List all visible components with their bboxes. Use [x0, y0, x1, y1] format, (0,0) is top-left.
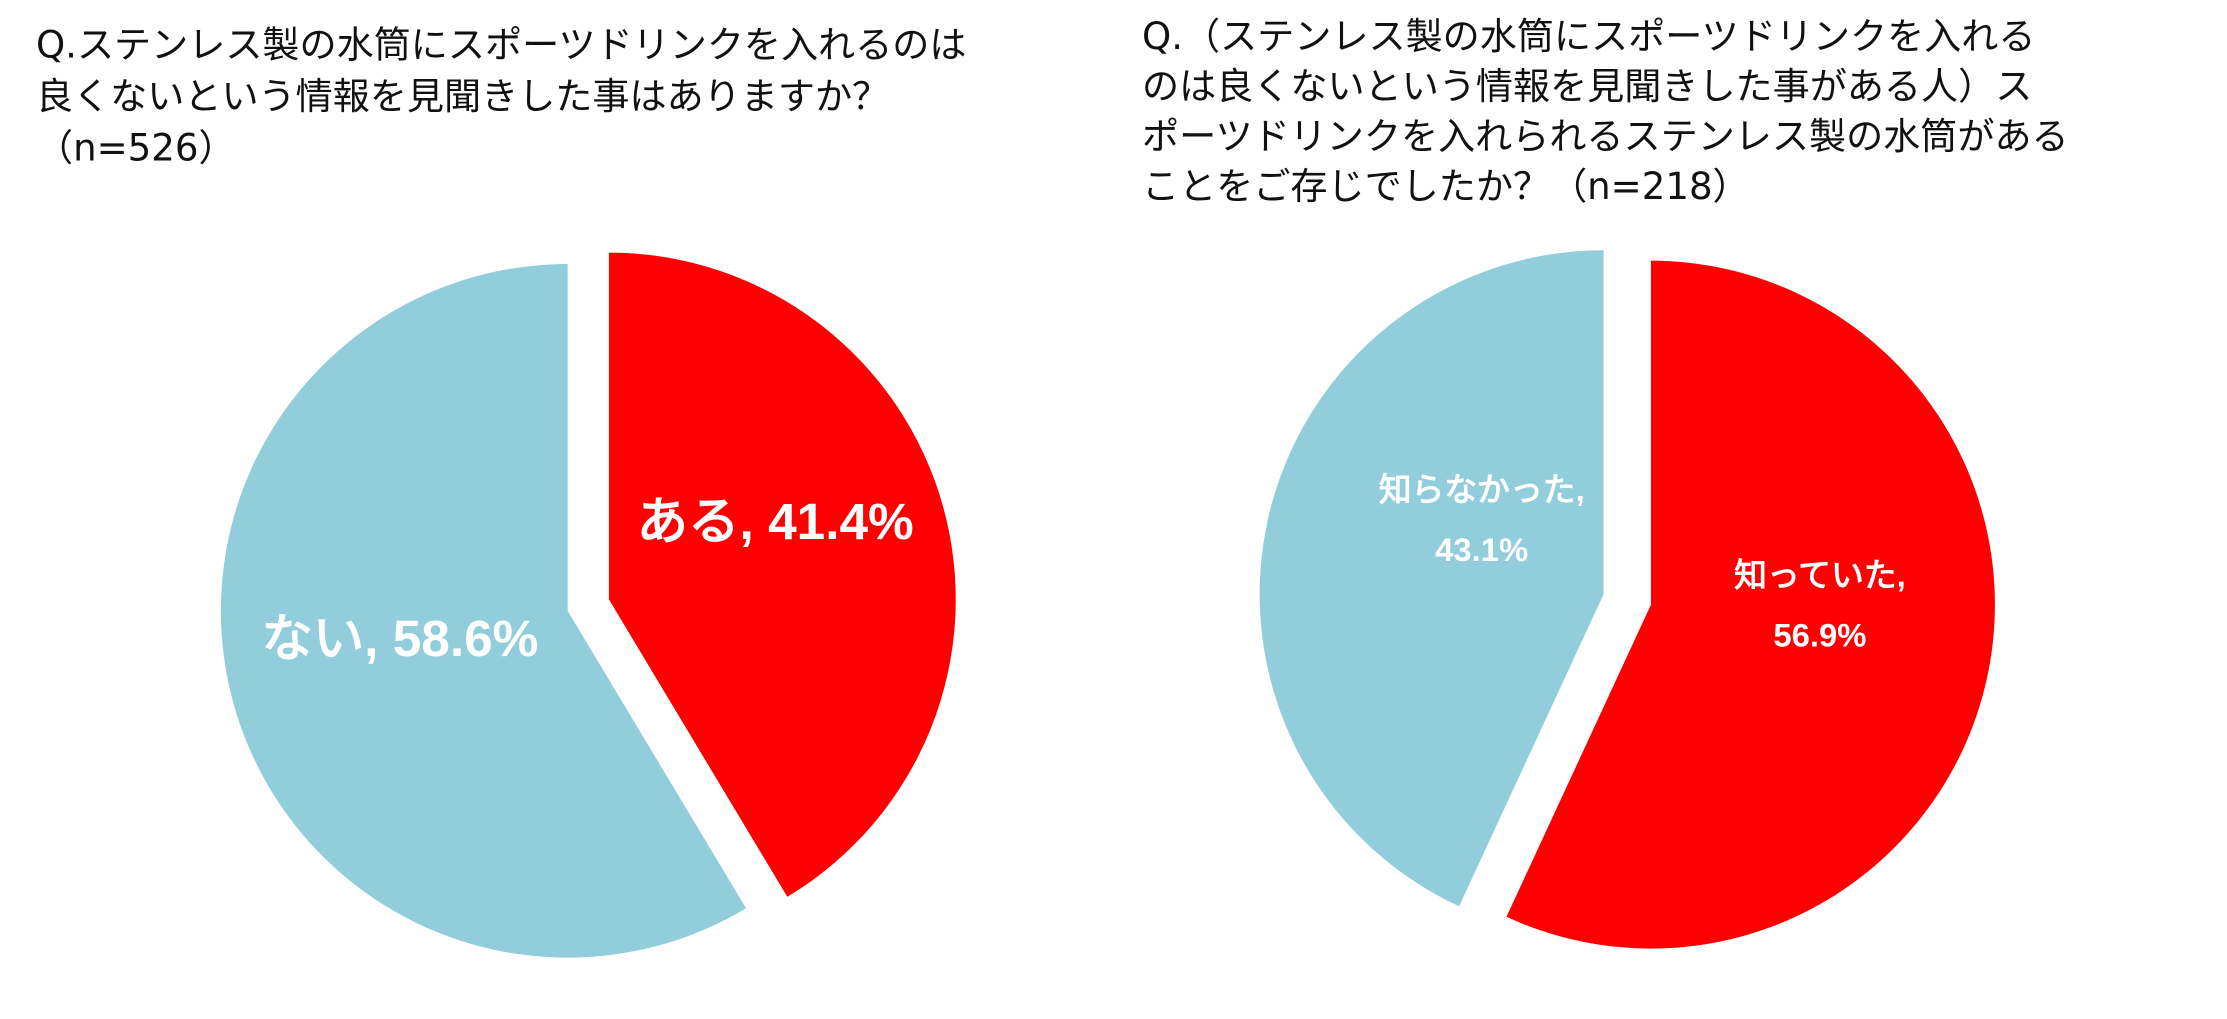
data-label: 43.1%	[1435, 531, 1528, 568]
chart-title: ポーツドリンクを入れられるステンレス製の水筒がある	[1142, 115, 2069, 158]
chart-title: Q.（ステンレス製の水筒にスポーツドリンクを入れる	[1142, 15, 2035, 58]
chart-title: のは良くないという情報を見聞きした事がある人）ス	[1142, 65, 2032, 108]
chart-title: Q.ステンレス製の水筒にスポーツドリンクを入れるのは	[36, 24, 966, 67]
data-label: ない, 58.6%	[261, 609, 538, 667]
pie-slice	[608, 252, 956, 897]
chart-title: ことをご存じでしたか？（n=218）	[1142, 165, 1750, 208]
data-label: ある, 41.4%	[637, 492, 914, 550]
pie-slice	[1259, 250, 1604, 907]
data-label: 56.9%	[1773, 617, 1866, 654]
chart-title: （n=526）	[36, 126, 236, 169]
pie-slice	[220, 264, 747, 958]
chart-title: 良くないという情報を見聞きした事はありますか？	[36, 75, 889, 118]
data-label: 知っていた,	[1734, 557, 1906, 594]
data-label: 知らなかった,	[1379, 471, 1585, 508]
pie-slice	[1506, 260, 1995, 949]
